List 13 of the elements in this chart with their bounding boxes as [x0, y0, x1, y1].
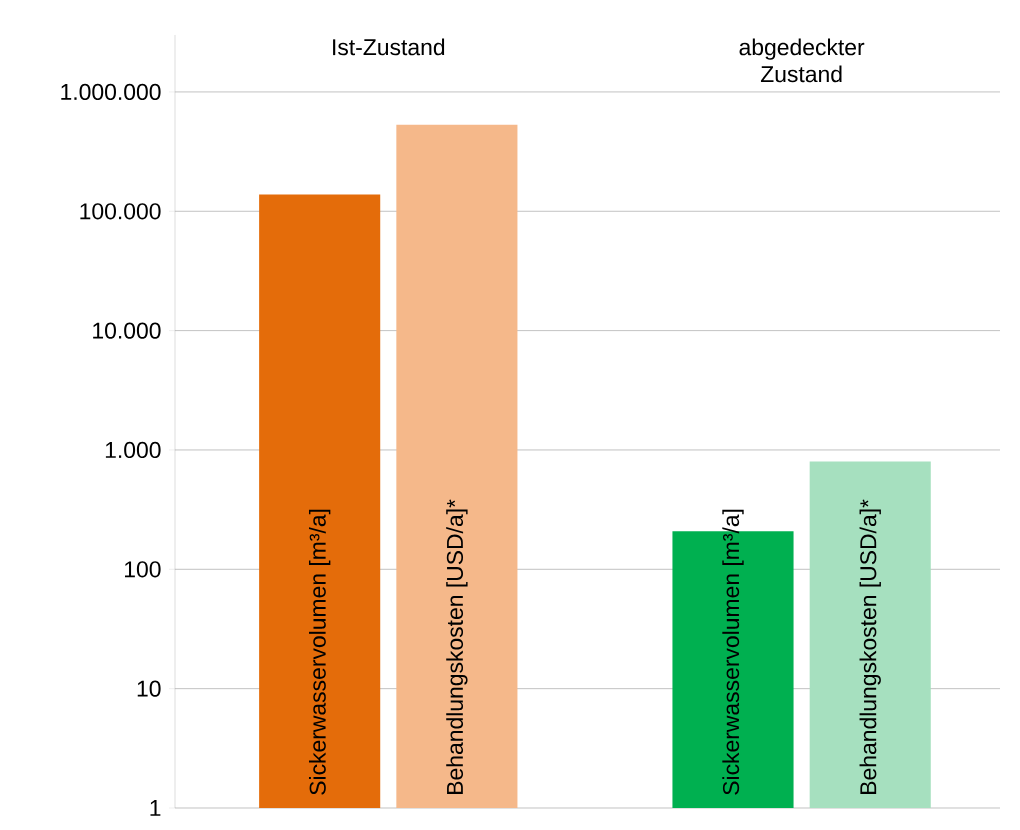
series-label: Sickerwasservolumen [m³/a]: [308, 509, 331, 795]
series-label: Behandlungskosten [USD/a]*: [446, 499, 468, 794]
y-tick-label: 10.000: [93, 322, 161, 339]
y-tick-label: 1.000.000: [61, 83, 161, 101]
y-tick-label: 100: [125, 561, 161, 578]
y-tick-label: 1.000: [105, 441, 161, 459]
text: Behandlungskosten [USD/a]*: [859, 499, 881, 794]
y-tick-label: 100.000: [80, 203, 161, 220]
text: Sickerwasservolumen [m³/a]: [722, 509, 744, 795]
y-tick-label: 10: [137, 680, 161, 697]
x-tick-label: Ist-Zustand: [333, 38, 445, 56]
y-tick-label: 1: [150, 800, 161, 816]
x-tick-label: abgedeckter Zustand: [739, 38, 865, 83]
